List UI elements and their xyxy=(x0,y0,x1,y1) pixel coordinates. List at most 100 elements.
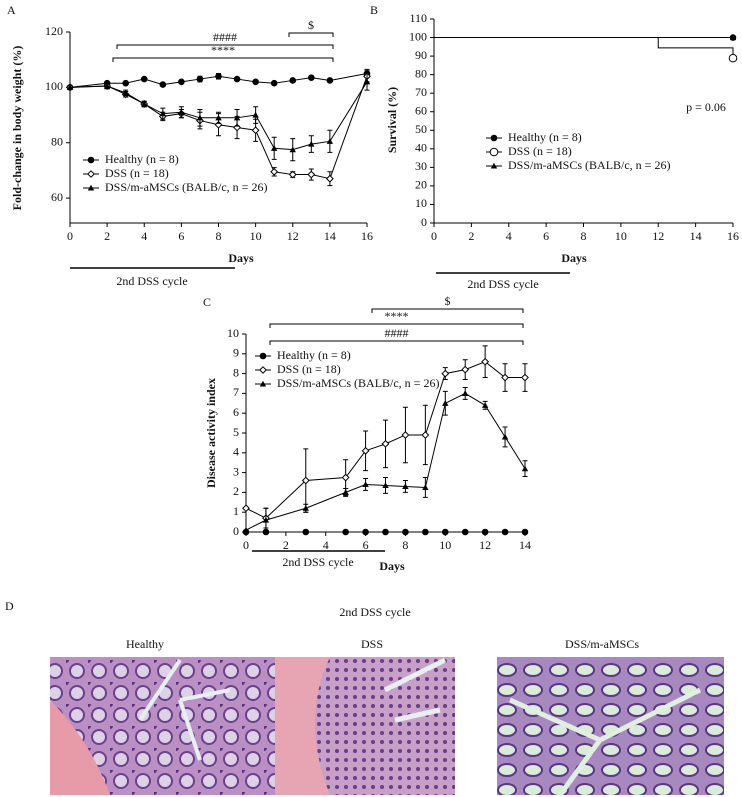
significance-bracket xyxy=(371,308,524,313)
y-tick-label: 110 xyxy=(409,11,427,25)
histology-image xyxy=(497,657,724,795)
panel-label: C xyxy=(203,295,211,309)
y-tick-label: 70 xyxy=(415,85,427,99)
marker xyxy=(402,483,409,490)
marker xyxy=(215,72,222,80)
y-tick-label: 8 xyxy=(233,365,239,379)
significance-label: **** xyxy=(211,43,235,57)
annotation: p = 0.06 xyxy=(686,100,726,114)
legend-label: Healthy (n = 8) xyxy=(508,130,582,144)
marker xyxy=(289,77,297,84)
marker xyxy=(490,134,498,142)
x-tick-label: 6 xyxy=(363,538,369,552)
marker xyxy=(251,126,260,135)
x-tick-label: 14 xyxy=(324,229,336,243)
marker xyxy=(302,505,309,511)
y-tick-label: 2 xyxy=(233,484,239,498)
marker xyxy=(729,34,737,41)
y-tick-label: 1 xyxy=(233,504,239,518)
marker xyxy=(159,110,167,117)
x-tick-label: 2 xyxy=(468,229,474,243)
marker xyxy=(490,162,498,169)
y-tick-label: 20 xyxy=(415,178,427,192)
image-caption: Healthy xyxy=(126,637,164,651)
marker xyxy=(382,528,389,536)
marker xyxy=(461,528,469,536)
x-tick-label: 16 xyxy=(727,229,739,243)
cycle-label: 2nd DSS cycle xyxy=(282,555,353,569)
marker xyxy=(252,111,259,118)
marker xyxy=(289,146,296,153)
marker xyxy=(233,114,241,121)
x-tick-label: 0 xyxy=(67,229,73,243)
significance-bracket xyxy=(269,340,524,345)
marker xyxy=(215,114,222,121)
x-tick-label: 8 xyxy=(581,229,587,243)
y-tick-label: 3 xyxy=(233,464,239,478)
x-tick-label: 16 xyxy=(361,229,373,243)
significance-bracket xyxy=(269,323,524,328)
marker xyxy=(242,504,250,513)
y-tick-label: 10 xyxy=(415,196,427,210)
marker xyxy=(262,516,270,523)
marker xyxy=(196,75,204,83)
marker xyxy=(462,390,469,396)
legend-label: DSS/m-aMSCs (BALB/c, n = 26) xyxy=(277,376,439,390)
marker xyxy=(122,79,129,87)
marker xyxy=(441,369,450,378)
x-tick-label: 10 xyxy=(439,538,451,552)
legend-label: DSS/m-aMSCs (BALB/c, n = 26) xyxy=(508,158,670,172)
marker xyxy=(481,357,490,366)
panel-title: 2nd DSS cycle xyxy=(339,605,410,619)
legend-label: DSS (n = 18) xyxy=(508,144,572,158)
y-tick-label: 90 xyxy=(415,48,427,62)
y-tick-label: 50 xyxy=(415,122,427,136)
marker xyxy=(302,528,310,536)
x-tick-label: 10 xyxy=(615,229,627,243)
marker xyxy=(66,84,74,90)
legend-label: DSS/m-aMSCs (BALB/c, n = 26) xyxy=(105,180,267,194)
y-tick-label: 60 xyxy=(51,190,63,204)
marker xyxy=(178,78,185,86)
marker xyxy=(501,528,509,536)
y-tick-label: 0 xyxy=(233,524,239,538)
x-tick-label: 6 xyxy=(178,229,184,243)
marker xyxy=(728,53,738,63)
marker xyxy=(308,140,315,147)
marker xyxy=(362,528,369,536)
x-tick-label: 14 xyxy=(690,229,702,243)
marker xyxy=(325,174,334,183)
panel-label: A xyxy=(7,3,16,17)
marker xyxy=(363,78,371,85)
marker xyxy=(301,476,310,485)
x-tick-label: 8 xyxy=(216,229,222,243)
y-tick-label: 10 xyxy=(227,326,239,340)
marker xyxy=(141,100,148,107)
image-caption: DSS/m-aMSCs xyxy=(565,637,639,651)
lumen xyxy=(508,687,702,797)
marker xyxy=(489,147,499,157)
marker xyxy=(326,77,334,84)
image-caption: DSS xyxy=(361,637,383,651)
marker xyxy=(342,489,349,495)
significance-label: $ xyxy=(445,294,451,308)
marker xyxy=(501,373,509,382)
marker xyxy=(103,82,111,89)
y-tick-label: 7 xyxy=(233,385,239,399)
marker xyxy=(461,365,470,374)
marker xyxy=(501,433,509,440)
series-line xyxy=(434,37,734,59)
marker xyxy=(159,81,167,88)
legend-label: DSS (n = 18) xyxy=(105,166,169,180)
marker xyxy=(381,439,390,448)
significance-bracket xyxy=(288,32,334,37)
marker xyxy=(178,109,185,115)
x-tick-label: 0 xyxy=(431,229,437,243)
marker xyxy=(421,431,430,439)
cycle-label: 2nd DSS cycle xyxy=(116,274,187,288)
marker xyxy=(288,170,297,179)
cycle-label: 2nd DSS cycle xyxy=(467,277,538,291)
marker xyxy=(122,89,129,96)
marker xyxy=(242,526,250,533)
lumen xyxy=(138,658,231,761)
